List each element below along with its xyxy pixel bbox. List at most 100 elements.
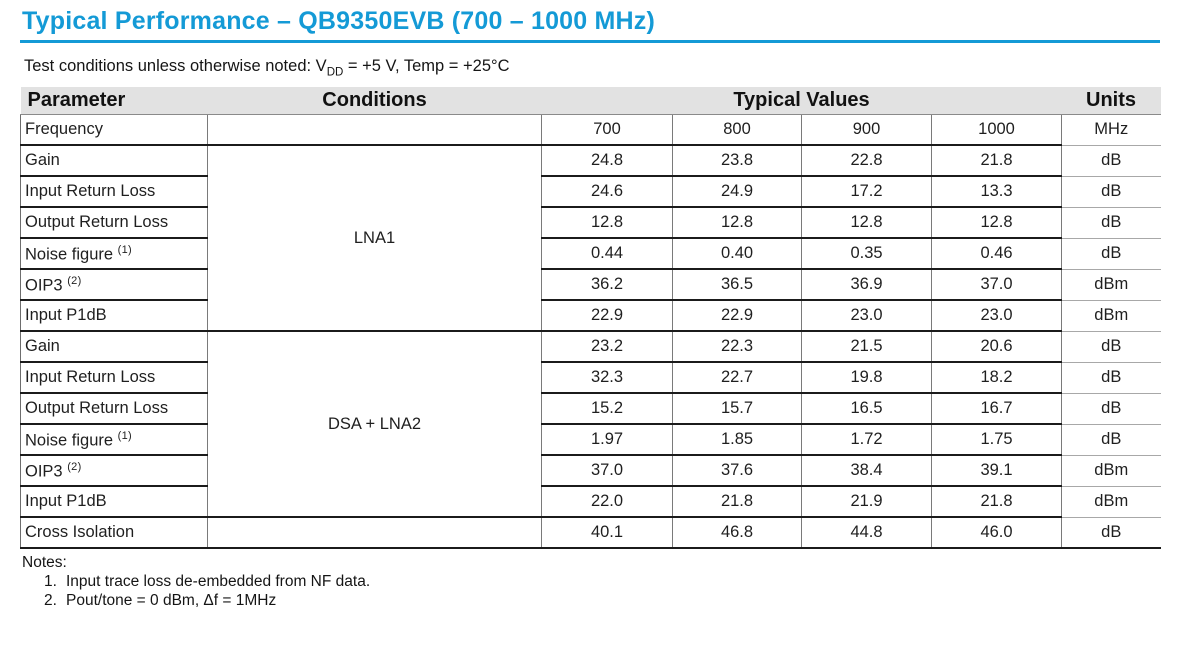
value-cell: 44.8: [801, 517, 932, 550]
value-cell: 37.6: [672, 455, 802, 488]
parameter-name: Frequency: [25, 120, 103, 139]
value-cell: 12.8: [672, 207, 802, 240]
value-cell: 36.2: [541, 269, 673, 302]
conditions-cell: LNA1: [207, 145, 542, 333]
parameter-cell: Input Return Loss: [20, 176, 208, 209]
value-cell: 15.2: [541, 393, 673, 426]
units-cell: dB: [1061, 517, 1161, 550]
value-cell: 1.75: [931, 424, 1062, 457]
conditions-cell: DSA + LNA2: [207, 331, 542, 519]
table-row: Noise figure (1) 1.97 1.85 1.72 1.75 dB: [20, 424, 1161, 457]
test-conditions: Test conditions unless otherwise noted: …: [24, 57, 1200, 78]
units-cell: dB: [1061, 207, 1161, 239]
note-text: Pout/tone = 0 dBm, Δf = 1MHz: [66, 592, 277, 610]
parameter-cell: Gain: [20, 331, 208, 364]
value-cell: 21.8: [931, 486, 1062, 519]
parameter-footnote-ref: (1): [117, 429, 132, 442]
performance-table: Parameter Conditions Typical Values Unit…: [20, 87, 1161, 550]
table-row: Output Return Loss 12.8 12.8 12.8 12.8 dB: [20, 207, 1161, 240]
units-cell: dB: [1061, 393, 1161, 425]
column-header-units: Units: [1061, 87, 1161, 115]
value-cell: 46.8: [672, 517, 802, 550]
units-cell: dB: [1061, 362, 1161, 394]
column-header-conditions: Conditions: [207, 87, 542, 115]
parameter-cell: OIP3 (2): [20, 269, 208, 302]
value-cell: 12.8: [931, 207, 1062, 240]
parameter-name: Cross Isolation: [25, 523, 135, 542]
conditions-cell-empty: [207, 114, 542, 147]
value-cell: 37.0: [541, 455, 673, 488]
value-cell: 36.5: [672, 269, 802, 302]
table-row: Input P1dB 22.9 22.9 23.0 23.0 dBm: [20, 300, 1161, 333]
parameter-cell: OIP3 (2): [20, 455, 208, 488]
parameter-name: Input Return Loss: [25, 368, 156, 387]
units-cell: dBm: [1061, 300, 1161, 332]
value-cell: 0.44: [541, 238, 673, 271]
value-cell: 22.7: [672, 362, 802, 395]
value-cell: 17.2: [801, 176, 932, 209]
parameter-name: Output Return Loss: [25, 213, 169, 232]
value-cell: 0.35: [801, 238, 932, 271]
parameter-cell: Input P1dB: [20, 300, 208, 333]
value-cell: 12.8: [541, 207, 673, 240]
parameter-cell: Output Return Loss: [20, 207, 208, 240]
parameter-name: Noise figure: [25, 245, 114, 264]
table-body: Frequency 700 800 900 1000 MHz Gain LNA1 24.8 23.…: [20, 114, 1161, 550]
table-row: OIP3 (2) 37.0 37.6 38.4 39.1 dBm: [20, 455, 1161, 488]
value-cell: 12.8: [801, 207, 932, 240]
table-row: Input P1dB 22.0 21.8 21.9 21.8 dBm: [20, 486, 1161, 519]
units-cell: dBm: [1061, 455, 1161, 487]
value-cell: 21.9: [801, 486, 932, 519]
notes-label: Notes:: [22, 554, 67, 572]
value-cell: 39.1: [931, 455, 1062, 488]
parameter-cell: Gain: [20, 145, 208, 178]
value-cell: 0.46: [931, 238, 1062, 271]
value-cell: 21.5: [801, 331, 932, 364]
table-row: OIP3 (2) 36.2 36.5 36.9 37.0 dBm: [20, 269, 1161, 302]
vdd-subscript: DD: [326, 66, 344, 79]
value-cell: 40.1: [541, 517, 673, 550]
parameter-footnote-ref: (2): [67, 274, 82, 287]
parameter-name: OIP3: [25, 276, 63, 295]
parameter-name: Input P1dB: [25, 306, 107, 325]
parameter-cell: Input P1dB: [20, 486, 208, 519]
units-cell: dB: [1061, 238, 1161, 270]
table-row: Output Return Loss 15.2 15.7 16.5 16.7 dB: [20, 393, 1161, 426]
title-underline: [20, 40, 1160, 43]
note-item: 2. Pout/tone = 0 dBm, Δf = 1MHz: [44, 592, 1200, 610]
datasheet-page: Typical Performance – QB9350EVB (700 – 1…: [0, 7, 1200, 610]
column-header-parameter: Parameter: [20, 87, 208, 115]
value-cell: 22.9: [541, 300, 673, 333]
value-cell: 18.2: [931, 362, 1062, 395]
table-row: Noise figure (1) 0.44 0.40 0.35 0.46 dB: [20, 238, 1161, 271]
value-cell: 16.5: [801, 393, 932, 426]
value-cell: 24.6: [541, 176, 673, 209]
value-cell: 38.4: [801, 455, 932, 488]
value-cell: 800: [672, 114, 802, 147]
value-cell: 23.0: [931, 300, 1062, 333]
units-cell: dB: [1061, 331, 1161, 363]
notes-list: 1. Input trace loss de-embedded from NF d…: [22, 573, 1200, 610]
value-cell: 15.7: [672, 393, 802, 426]
units-cell: dB: [1061, 176, 1161, 208]
value-cell: 22.0: [541, 486, 673, 519]
parameter-name: OIP3: [25, 462, 63, 481]
units-cell: dB: [1061, 145, 1161, 177]
parameter-name: Output Return Loss: [25, 399, 169, 418]
value-cell: 21.8: [931, 145, 1062, 178]
notes-section: Notes: 1. Input trace loss de-embedded fr…: [22, 554, 1200, 610]
parameter-name: Input Return Loss: [25, 182, 156, 201]
units-cell: MHz: [1061, 114, 1161, 146]
parameter-name: Input P1dB: [25, 492, 107, 511]
parameter-footnote-ref: (2): [67, 460, 82, 473]
conditions-cell-empty: [207, 517, 542, 550]
value-cell: 21.8: [672, 486, 802, 519]
value-cell: 13.3: [931, 176, 1062, 209]
column-header-typical-values: Typical Values: [541, 87, 1062, 115]
value-cell: 46.0: [931, 517, 1062, 550]
value-cell: 23.2: [541, 331, 673, 364]
value-cell: 1.85: [672, 424, 802, 457]
value-cell: 0.40: [672, 238, 802, 271]
parameter-cell: Noise figure (1): [20, 238, 208, 271]
parameter-cell: Output Return Loss: [20, 393, 208, 426]
